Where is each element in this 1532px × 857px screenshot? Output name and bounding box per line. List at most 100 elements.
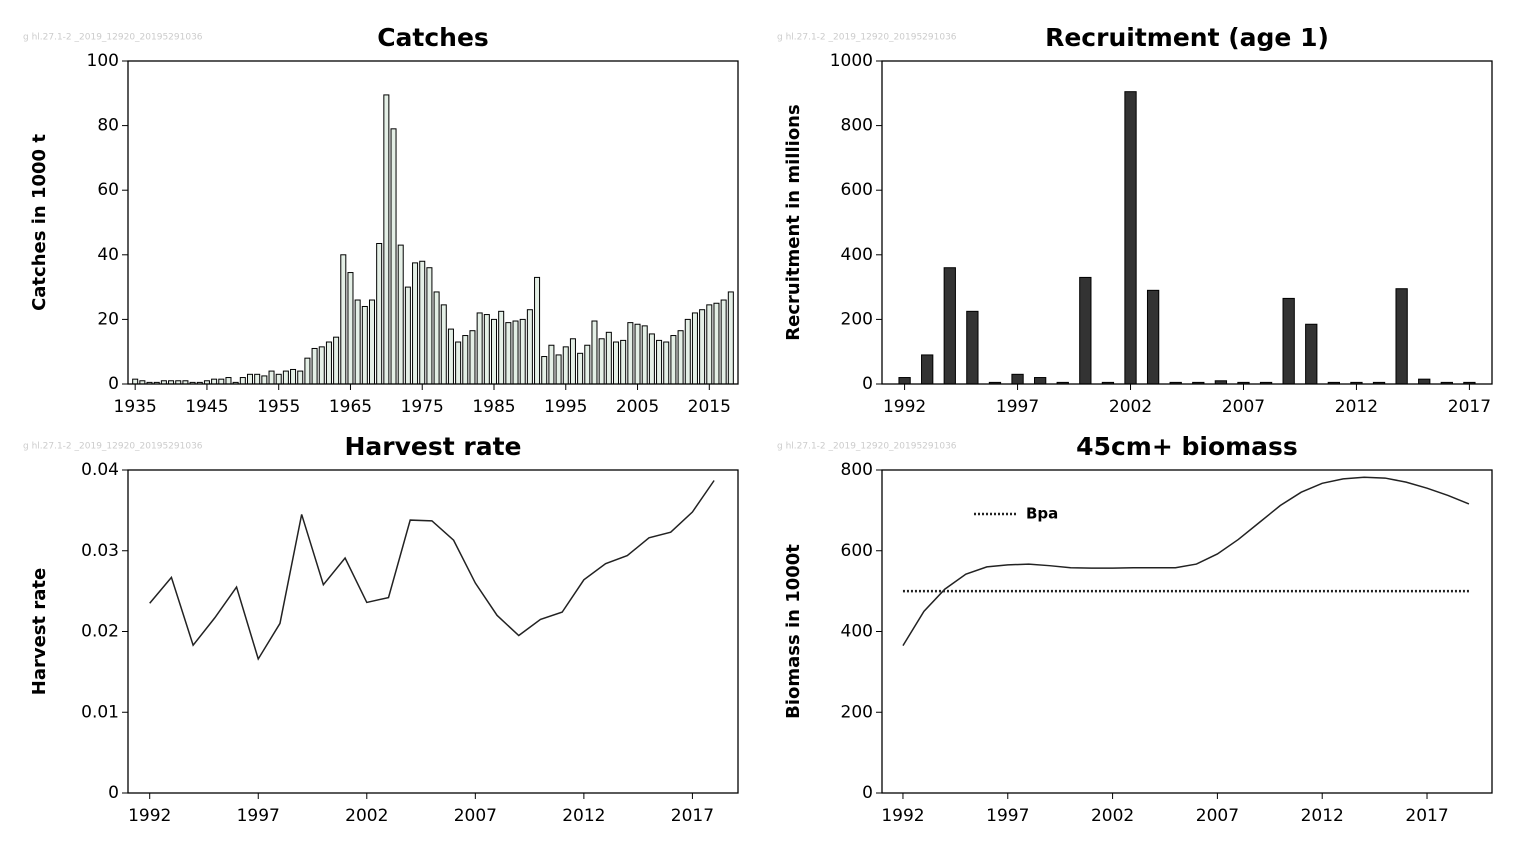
bar (397, 244, 404, 385)
x-tick-label: 2017 (1448, 397, 1491, 417)
bar (462, 335, 469, 385)
x-tick-label: 1992 (881, 806, 924, 826)
bar (684, 318, 691, 385)
plot-frame (127, 60, 739, 385)
bar (419, 260, 426, 385)
x-tick-label: 2002 (1091, 806, 1134, 826)
bar (311, 347, 318, 385)
bar (713, 302, 720, 385)
bar (1282, 297, 1295, 385)
x-tick-label: 1965 (329, 397, 372, 417)
chart-title: Harvest rate (344, 432, 521, 461)
bar (505, 322, 512, 385)
x-tick-label: 1997 (986, 806, 1029, 826)
bar (290, 368, 297, 385)
bar (447, 328, 454, 385)
bar (634, 323, 641, 385)
bar (318, 346, 325, 385)
bar (1146, 289, 1160, 385)
bar (1305, 323, 1318, 385)
chart-title: Catches (377, 23, 489, 52)
y-axis-label: Biomass in 1000t (783, 544, 804, 719)
bar (132, 378, 139, 385)
bar (898, 377, 911, 385)
x-tick-label: 2012 (1335, 397, 1378, 417)
bar (412, 262, 419, 385)
bar (275, 373, 282, 385)
x-tick-label: 1992 (883, 397, 926, 417)
bar (727, 291, 734, 385)
bar (469, 330, 476, 385)
chart-title: Recruitment (age 1) (1045, 23, 1329, 52)
x-tick-label: 2012 (1301, 806, 1344, 826)
y-tick-label: 200 (841, 702, 873, 722)
chart-title: 45cm+ biomass (1076, 432, 1298, 461)
bar (641, 325, 648, 385)
bar (541, 356, 548, 385)
bar (670, 335, 677, 385)
legend-label: Bpa (1026, 505, 1058, 523)
y-tick-label: 100 (87, 51, 119, 71)
panel: g hl.27.1-2 _2019_12920_20195291036 Harve… (23, 432, 739, 826)
y-axis-label: Recruitment in millions (783, 104, 804, 340)
x-tick-label: 2002 (1109, 397, 1152, 417)
bar (512, 320, 519, 385)
bar (390, 128, 397, 385)
bar (966, 310, 979, 385)
bar (627, 322, 634, 385)
y-axis-label: Catches in 1000 t (29, 134, 50, 311)
bar (361, 305, 368, 385)
bar (1011, 373, 1024, 385)
x-tick-label: 1992 (128, 806, 171, 826)
y-tick-label: 1000 (830, 51, 873, 71)
y-tick-label: 0.04 (81, 460, 119, 480)
y-tick-label: 0.01 (81, 702, 119, 722)
bar (426, 267, 433, 385)
y-tick-label: 20 (97, 309, 119, 329)
plot-frame (881, 469, 1493, 794)
bar (297, 370, 304, 385)
panel: g hl.27.1-2 _2019_12920_20195291036 45cm+… (777, 432, 1493, 826)
bar (455, 341, 462, 385)
bar (225, 377, 232, 385)
y-tick-label: 0 (108, 783, 119, 803)
bar (354, 299, 361, 385)
x-tick-label: 2007 (454, 806, 497, 826)
x-tick-label: 2007 (1196, 806, 1239, 826)
bar (347, 272, 354, 385)
y-tick-label: 40 (97, 245, 119, 265)
bar (555, 354, 562, 385)
bar (498, 310, 505, 385)
y-tick-label: 0 (862, 374, 873, 394)
bar (699, 309, 706, 385)
watermark: g hl.27.1-2 _2019_12920_20195291036 (777, 33, 957, 43)
bar (368, 299, 376, 385)
line (902, 476, 1470, 647)
watermark: g hl.27.1-2 _2019_12920_20195291036 (23, 442, 203, 452)
bar (605, 331, 612, 385)
bar (340, 254, 347, 385)
bar (921, 354, 934, 385)
y-tick-label: 0.03 (81, 541, 119, 561)
y-tick-label: 0.02 (81, 622, 119, 642)
bar (519, 318, 526, 385)
bar (1124, 91, 1137, 385)
bar (584, 344, 591, 385)
bar (663, 341, 670, 385)
bar (333, 336, 340, 385)
x-tick-label: 2005 (616, 397, 659, 417)
y-tick-label: 0 (862, 783, 873, 803)
bar (598, 338, 605, 385)
x-tick-label: 2007 (1222, 397, 1265, 417)
bar (383, 94, 390, 385)
bar (1395, 288, 1408, 385)
y-tick-label: 400 (841, 622, 873, 642)
bar (246, 373, 254, 385)
x-tick-label: 1935 (114, 397, 157, 417)
bar (261, 375, 268, 385)
y-tick-label: 800 (841, 116, 873, 136)
bar (1079, 276, 1092, 385)
bar (526, 309, 533, 385)
bar (569, 338, 576, 385)
x-tick-label: 1955 (257, 397, 300, 417)
